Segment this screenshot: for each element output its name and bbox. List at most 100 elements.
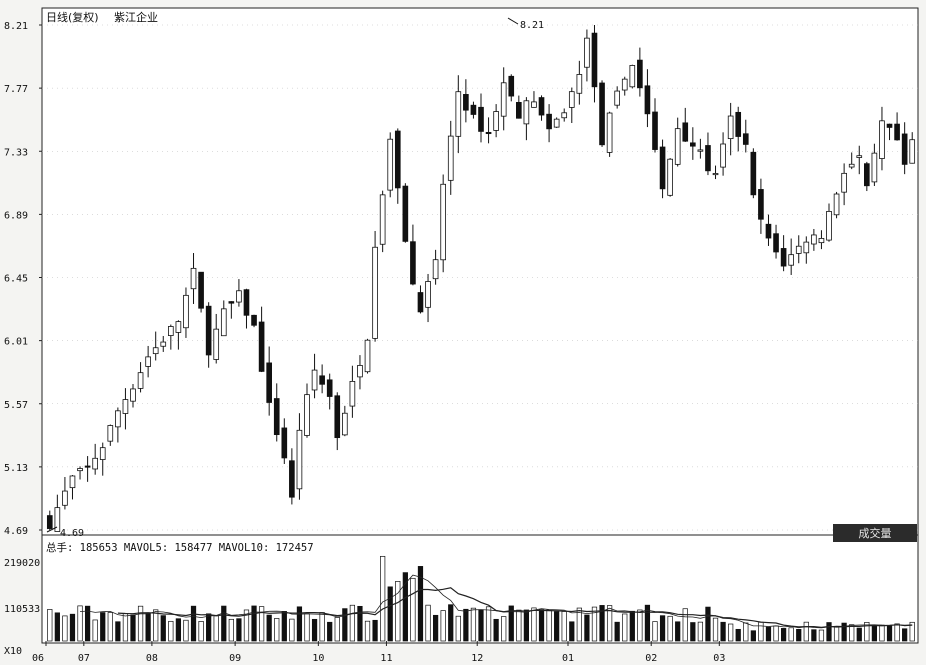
volume-bar xyxy=(690,622,696,642)
volume-bar xyxy=(100,612,106,642)
volume-bar xyxy=(92,619,98,642)
y-tick-label: 4.69 xyxy=(4,526,28,537)
candle-down xyxy=(644,85,651,115)
x-tick-label: 01 xyxy=(562,653,574,664)
volume-bar xyxy=(871,625,878,642)
candle-up xyxy=(357,365,363,378)
volume-bar xyxy=(319,612,325,642)
volume-bar xyxy=(448,604,454,642)
volume-bar xyxy=(591,606,598,642)
candle-down xyxy=(599,82,605,146)
candle-up xyxy=(425,281,431,308)
candle-up xyxy=(152,347,159,355)
volume-bar xyxy=(160,615,166,642)
volume-bar xyxy=(902,628,908,642)
volume-bar xyxy=(576,607,582,642)
volume-bar xyxy=(137,605,144,642)
volume-bar xyxy=(357,605,363,642)
candle-down xyxy=(84,465,91,468)
volume-moving-averages xyxy=(79,574,913,629)
candle-up xyxy=(500,82,507,117)
volume-bar xyxy=(364,620,371,642)
volume-bar xyxy=(432,614,439,642)
candle-up xyxy=(788,254,794,266)
volume-bar xyxy=(743,622,749,642)
volume-bar xyxy=(198,621,204,642)
candle-down xyxy=(750,151,757,196)
x-tick-label: 08 xyxy=(146,653,158,664)
high-annotation: 8.21 xyxy=(507,17,544,31)
high-marker-line xyxy=(507,17,519,25)
candle-up xyxy=(447,135,454,181)
volume-bar xyxy=(780,628,787,642)
volume-bar xyxy=(773,625,779,642)
y-tick-label: 6.01 xyxy=(4,337,28,348)
candle-up xyxy=(795,245,802,254)
candle-up xyxy=(833,193,840,216)
candle-up xyxy=(576,74,583,94)
volume-bar xyxy=(342,608,348,642)
x-tick-label: 03 xyxy=(713,653,725,664)
volume-bar xyxy=(115,621,121,642)
volume-bar xyxy=(705,606,711,642)
candle-down xyxy=(659,146,666,190)
volume-bars xyxy=(47,555,915,642)
volume-bar xyxy=(788,627,794,642)
candle-down xyxy=(394,130,401,189)
candle-down xyxy=(478,106,484,132)
volume-bar xyxy=(258,606,265,642)
candle-up xyxy=(493,111,499,131)
price-panel xyxy=(41,7,919,536)
candle-down xyxy=(402,185,409,242)
candle-up xyxy=(818,238,825,244)
candle-down xyxy=(228,301,235,304)
candle-down xyxy=(773,233,779,253)
volume-bar xyxy=(546,609,552,642)
volume-bar xyxy=(455,615,461,642)
candle-up xyxy=(175,321,182,333)
candle-down xyxy=(690,142,696,147)
candlesticks xyxy=(46,25,916,532)
candle-up xyxy=(137,372,144,389)
y-tick-label: 5.13 xyxy=(4,463,28,474)
candle-up xyxy=(909,139,916,164)
volume-bar xyxy=(629,610,635,642)
volume-bar xyxy=(538,609,545,642)
volume-indicator-button[interactable] xyxy=(833,524,917,542)
y-tick-label: 8.21 xyxy=(4,21,28,32)
candle-up xyxy=(77,468,83,472)
volume-legend: 总手: 185653 MAVOL5: 158477 MAVOL10: 17245… xyxy=(46,541,314,554)
candle-down xyxy=(417,292,424,313)
candle-down xyxy=(901,133,908,165)
volume-bar xyxy=(266,614,272,642)
volume-bar xyxy=(561,611,567,642)
candle-down xyxy=(735,111,742,137)
candle-up xyxy=(803,241,810,254)
candle-down xyxy=(243,289,250,316)
high-label: 8.21 xyxy=(520,20,544,31)
price-gridlines xyxy=(42,24,918,531)
mavol10-line xyxy=(117,587,913,628)
candle-up xyxy=(531,101,537,108)
volume-y-tick-label: 110533 xyxy=(4,604,40,615)
volume-bar xyxy=(122,612,129,642)
volume-bar xyxy=(168,620,174,642)
volume-bar xyxy=(811,629,817,642)
candle-down xyxy=(334,395,341,439)
volume-bar xyxy=(380,555,386,642)
candle-up xyxy=(311,369,318,391)
candle-down xyxy=(508,75,515,97)
y-tick-label: 6.89 xyxy=(4,210,28,221)
volume-bar xyxy=(425,604,431,642)
x-tick-label: 02 xyxy=(645,653,657,664)
volume-bar xyxy=(554,611,560,642)
volume-bar xyxy=(750,630,756,642)
candle-up xyxy=(826,210,832,241)
candle-up xyxy=(107,425,114,442)
candle-up xyxy=(364,339,371,373)
candle-up xyxy=(871,152,878,183)
candle-up xyxy=(190,267,197,290)
volume-bar xyxy=(54,612,60,642)
volume-bar xyxy=(62,615,68,642)
